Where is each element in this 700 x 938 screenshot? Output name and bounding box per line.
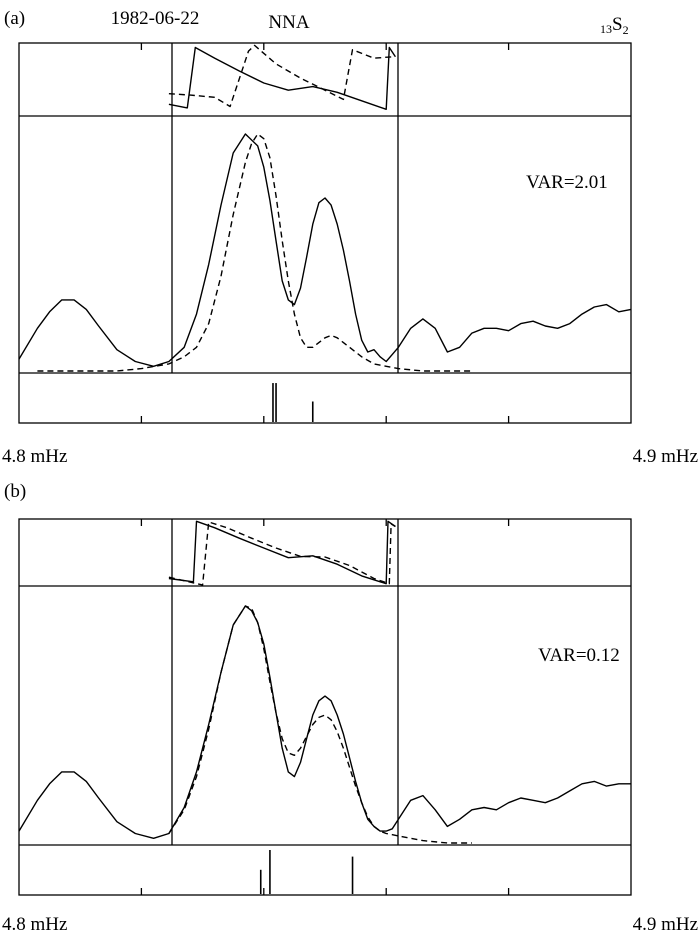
panel-b-amplitude-observed-line (18, 605, 631, 839)
panel-a-amplitude-observed-line (18, 133, 632, 367)
panel-a-phase-observed-line (168, 46, 396, 110)
panel-b-xmin-label: 4.8 mHz (2, 914, 67, 935)
mode-name: 13S2 (600, 14, 629, 37)
panel-b-frame (18, 518, 632, 896)
panel-a-label: (a) (4, 8, 25, 29)
panel-b-phase-synthetic-line (168, 521, 396, 586)
panel-b-phase-observed-line (168, 520, 396, 585)
panel-b-xmax-label: 4.9 mHz (633, 914, 698, 935)
panel-a-frame (18, 42, 632, 424)
panel-a-xmax-label: 4.9 mHz (633, 446, 698, 467)
panel-a-xmin-label: 4.8 mHz (2, 446, 67, 467)
station-name: NNA (268, 12, 309, 33)
panel-a-amplitude-plot (18, 133, 632, 372)
panel-b-amplitude-synthetic-line (168, 605, 472, 844)
panel-a-ticks (140, 43, 510, 423)
panel-a-phase-synthetic-line (168, 44, 393, 108)
panel-b-amplitude-plot (18, 605, 631, 844)
event-date: 1982-06-22 (111, 8, 200, 29)
panel-a-mode-lines (272, 383, 314, 422)
panel-b-phase-plot (168, 520, 396, 586)
panel-b-mode-lines (259, 850, 354, 894)
panel-b-variance-label: VAR=0.12 (538, 645, 620, 666)
panel-b-ticks (140, 519, 510, 895)
panel-b: (b) VAR=0.12 4.8 mHz 4.9 mHz (2, 481, 698, 935)
panel-b-label: (b) (4, 481, 26, 502)
panel-a-phase-plot (168, 44, 396, 110)
panel-a: (a) 1982-06-22 NNA 13S2 VAR=2.01 4.8 mHz… (2, 8, 698, 467)
panel-a-variance-label: VAR=2.01 (526, 172, 608, 193)
